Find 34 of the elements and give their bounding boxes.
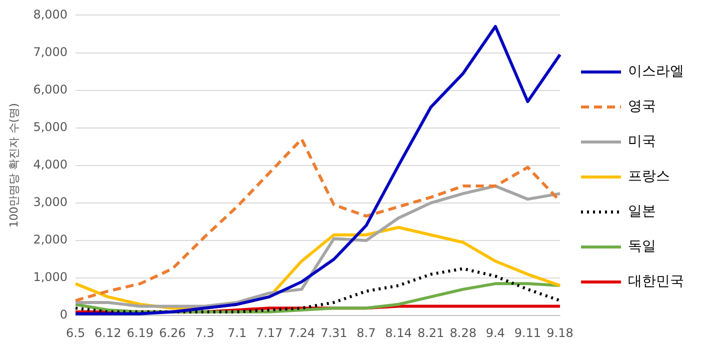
y-tick-label: 1,000 [33,270,68,284]
x-tick-label: 7.31 [320,326,348,340]
x-tick-label: 8.28 [450,326,476,340]
y-tick-label: 4,000 [33,158,68,172]
x-tick-label: 6.12 [94,326,122,340]
x-tick-label: 9.11 [514,326,542,340]
y-tick-label: 5,000 [33,120,68,134]
legend-label: 영국 [628,98,656,115]
x-tick-label: 6.26 [159,326,186,340]
y-tick-label: 7,000 [33,44,68,59]
x-tick-label: 7.1 [227,326,247,340]
legend-label: 일본 [628,204,656,220]
legend-label: 미국 [628,134,656,150]
line-series [74,267,562,314]
legend-label: 독일 [628,238,656,255]
x-tick-label: 7.17 [256,326,283,340]
x-tick-label: 9.18 [546,326,574,340]
legend-label: 프랑스 [628,168,670,185]
y-tick-label: 0 [60,308,68,322]
x-tick-label: 9.4 [486,326,505,340]
y-tick-label: 8,000 [33,7,68,22]
x-tick-label: 6.5 [66,326,86,340]
x-tick-label: 8.21 [417,326,444,340]
y-tick-label: 2,000 [33,232,68,247]
x-tick-label: 8.7 [356,326,376,340]
legend-label: 대한민국 [628,274,684,290]
x-tick-label: 6.19 [126,326,154,340]
x-tick-label: 7.24 [288,326,315,340]
y-axis-title: 100만명당 확진자 수(명) [7,103,20,228]
x-tick-label: 7.3 [195,326,214,340]
y-tick-label: 6,000 [33,82,68,96]
legend-label: 이스라엘 [628,64,684,80]
y-tick-label: 3,000 [33,195,68,210]
x-tick-label: 8.14 [385,326,412,340]
